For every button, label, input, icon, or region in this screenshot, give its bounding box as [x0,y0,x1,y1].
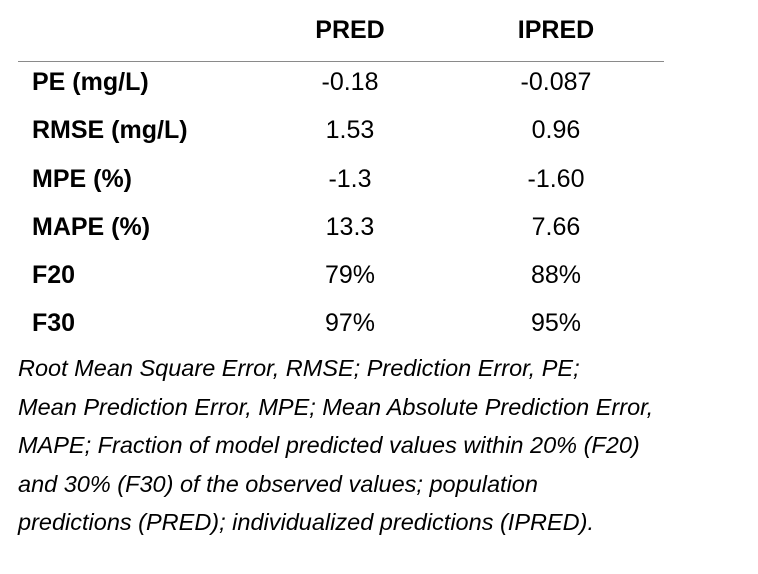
caption-line: Mean Prediction Error, MPE; Mean Absolut… [18,393,654,420]
table-row: MAPE (%) 13.3 7.66 [18,207,664,255]
table-row: PE (mg/L) -0.18 -0.087 [18,62,664,110]
column-header-ipred: IPRED [517,16,595,44]
table-row: F20 79% 88% [18,255,664,303]
cell-pred: 13.3 [325,212,375,241]
cell-ipred: 88% [530,261,582,290]
cell-ipred: 95% [530,309,582,338]
caption-line: predictions (PRED); individualized predi… [18,509,594,535]
metrics-table: PRED IPRED PE (mg/L) -0.18 -0.087 RMSE (… [18,0,664,337]
table-row: F30 97% 95% [18,303,664,351]
cell-ipred: -0.087 [520,68,592,96]
table-caption: Root Mean Square Error, RMSE; Prediction… [18,349,753,542]
cell-ipred: 7.66 [531,212,581,241]
cell-ipred: -1.60 [527,164,585,193]
row-label: MAPE (%) [32,212,151,241]
row-label: F30 [32,309,76,338]
cell-pred: -0.18 [321,68,379,96]
caption-line: MAPE; Fraction of model predicted values… [18,432,640,458]
table-row: RMSE (mg/L) 1.53 0.96 [18,110,664,158]
row-label: MPE (%) [32,164,132,193]
header-divider [18,61,664,62]
column-header-pred: PRED [315,16,385,44]
caption-line: and 30% (F30) of the observed values; po… [18,470,538,497]
table-header: PRED IPRED [18,0,664,61]
table-body: PE (mg/L) -0.18 -0.087 RMSE (mg/L) 1.53 … [18,62,664,352]
cell-pred: 79% [324,261,376,290]
row-label: F20 [32,261,76,290]
cell-pred: 97% [324,309,376,338]
cell-pred: 1.53 [325,116,375,145]
cell-pred: -1.3 [328,164,372,193]
table-row: MPE (%) -1.3 -1.60 [18,159,664,207]
row-label: PE (mg/L) [32,68,149,96]
caption-line: Root Mean Square Error, RMSE; Prediction… [18,355,580,381]
cell-ipred: 0.96 [531,116,581,145]
row-label: RMSE (mg/L) [32,116,188,145]
